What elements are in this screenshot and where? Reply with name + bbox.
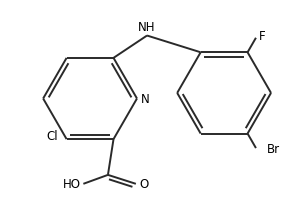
Text: NH: NH — [138, 21, 156, 34]
Text: F: F — [259, 30, 266, 43]
Text: N: N — [140, 93, 149, 106]
Text: HO: HO — [63, 178, 81, 191]
Text: Cl: Cl — [46, 130, 58, 143]
Text: O: O — [139, 178, 148, 191]
Text: Br: Br — [267, 143, 280, 156]
